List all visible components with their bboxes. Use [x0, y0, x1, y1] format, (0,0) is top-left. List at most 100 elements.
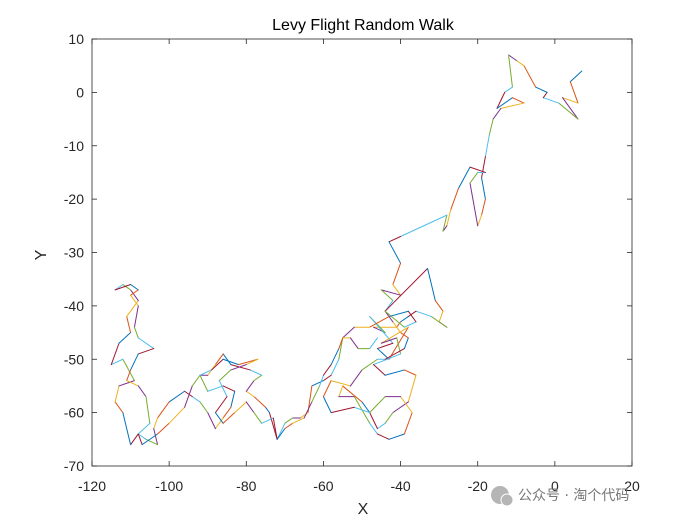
walk-segment — [469, 182, 479, 227]
wechat-icon-bubble — [500, 493, 514, 507]
walk-segment — [153, 417, 159, 430]
y-tick-label: -50 — [64, 351, 84, 367]
walk-segment — [322, 380, 332, 398]
walk-path — [110, 54, 583, 446]
walk-segment — [369, 316, 390, 328]
walk-segment — [157, 422, 170, 435]
walk-segment — [369, 412, 378, 430]
watermark: 公众号 · 淘个代码 — [491, 486, 629, 507]
walk-segment — [211, 358, 224, 371]
walk-segment — [400, 396, 413, 414]
x-tick-label: 20 — [624, 478, 640, 494]
walk-segment — [450, 187, 459, 211]
walk-segment — [376, 422, 386, 430]
walk-segment — [403, 412, 413, 435]
walk-segment — [222, 385, 236, 392]
y-tick-label: 0 — [76, 84, 84, 100]
x-axis-title: X — [358, 501, 369, 518]
walk-segment — [311, 385, 321, 403]
y-axis: 10 0 -10 -20 -30 -40 -50 -60 -70 — [64, 31, 632, 474]
walk-segment — [542, 97, 560, 104]
walk-segment — [245, 401, 255, 414]
walk-segment — [392, 321, 402, 334]
walk-segment — [141, 433, 159, 446]
x-tick-label: -80 — [236, 478, 256, 494]
walk-segment — [384, 348, 405, 360]
walk-segment — [376, 348, 390, 360]
walk-segment — [145, 396, 151, 424]
walk-segment — [500, 102, 525, 109]
walk-segment — [380, 289, 394, 302]
y-tick-label: -30 — [64, 245, 84, 261]
walk-segment — [292, 417, 305, 424]
walk-segment — [330, 358, 340, 376]
walk-segment — [388, 310, 409, 318]
walk-segment — [218, 380, 228, 398]
walk-segment — [126, 316, 132, 334]
walk-segment — [469, 166, 486, 173]
walk-segment — [407, 310, 417, 318]
x-tick-label: 0 — [551, 478, 559, 494]
walk-segment — [114, 401, 124, 414]
walk-segment — [388, 433, 405, 440]
walk-segment — [400, 316, 409, 323]
walk-segment — [126, 369, 132, 382]
walk-segment — [430, 316, 448, 328]
walk-segment — [137, 433, 147, 440]
walk-segment — [508, 54, 517, 61]
walk-segment — [222, 406, 232, 419]
walk-segment — [392, 284, 402, 296]
walk-segment — [380, 289, 402, 296]
walk-segment — [469, 171, 479, 184]
walk-segment — [272, 417, 278, 440]
walk-segment — [388, 326, 409, 360]
walk-segment — [369, 422, 378, 435]
walk-segment — [126, 380, 139, 387]
walk-segment — [276, 428, 286, 440]
walk-segment — [284, 417, 294, 424]
walk-segment — [515, 59, 525, 67]
walk-segment — [373, 364, 386, 376]
y-tick-label: -70 — [64, 458, 84, 474]
walk-segment — [361, 358, 378, 371]
plot-area — [92, 39, 632, 466]
walk-segment — [361, 401, 371, 414]
walk-segment — [265, 406, 270, 414]
walk-segment — [157, 401, 170, 419]
walk-segment — [492, 107, 502, 120]
walk-segment — [245, 390, 255, 398]
walk-segment — [191, 396, 201, 403]
walk-segment — [477, 214, 483, 227]
walk-segment — [153, 428, 159, 446]
y-axis-title: Y — [33, 249, 50, 260]
walk-segment — [342, 385, 363, 403]
walk-segment — [380, 337, 398, 344]
walk-segment — [249, 369, 263, 376]
walk-segment — [376, 342, 394, 350]
walk-segment — [384, 268, 429, 312]
walk-segment — [438, 310, 444, 323]
walk-segment — [384, 369, 405, 376]
walk-segment — [403, 369, 417, 376]
walk-segment — [446, 209, 452, 227]
walk-segment — [330, 348, 340, 366]
y-tick-label: -10 — [64, 138, 84, 154]
walk-segment — [353, 406, 371, 414]
walk-segment — [511, 97, 525, 104]
walk-segment — [349, 337, 359, 350]
walk-segment — [330, 406, 355, 414]
walk-segment — [384, 310, 405, 328]
walk-segment — [118, 332, 132, 344]
walk-segment — [222, 358, 240, 366]
walk-segment — [253, 396, 267, 408]
walk-segment — [400, 332, 409, 339]
walk-segment — [168, 406, 186, 424]
walk-segment — [542, 91, 548, 99]
walk-segment — [392, 262, 402, 286]
walk-segment — [207, 385, 224, 392]
walk-segment — [118, 380, 135, 387]
walk-segment — [322, 374, 332, 382]
walk-segment — [253, 412, 263, 424]
